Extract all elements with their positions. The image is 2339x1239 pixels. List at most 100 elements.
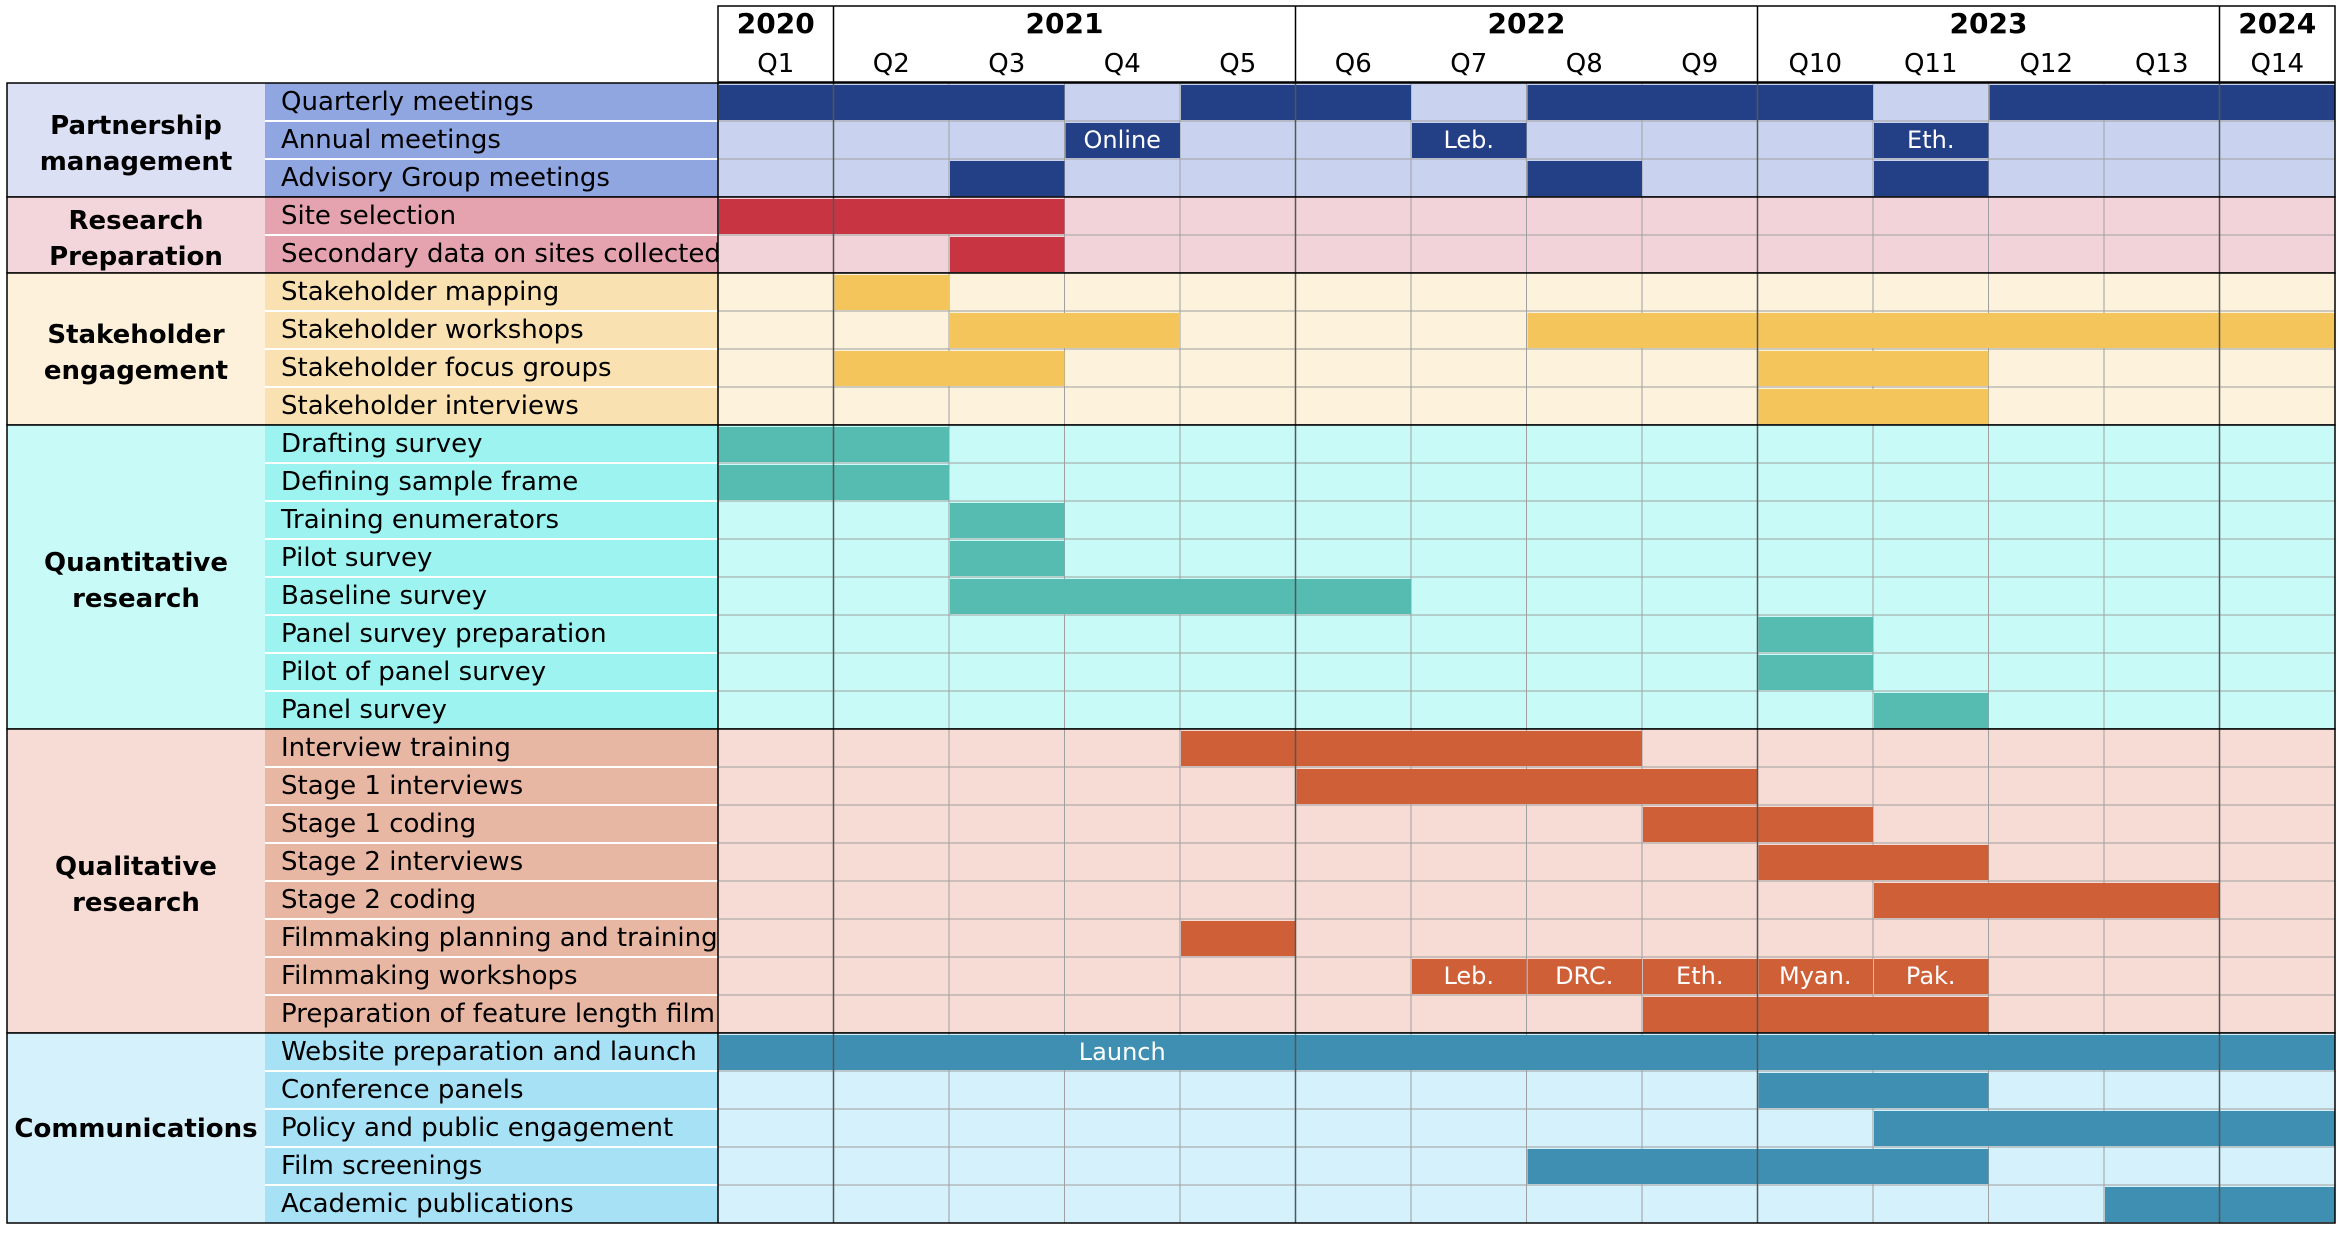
quarter-label: Q14 <box>2250 49 2304 79</box>
task-bar <box>950 313 1180 348</box>
quarter-label: Q4 <box>1104 49 1141 79</box>
task-bar <box>1758 845 1989 880</box>
task-label: Defining sample frame <box>281 467 578 497</box>
task-label: Academic publications <box>281 1189 574 1219</box>
task-bar <box>950 541 1065 576</box>
task-label: Filmmaking planning and training <box>281 923 718 953</box>
task-bar <box>834 351 1065 386</box>
task-bar <box>1874 693 1989 728</box>
task-bar <box>1065 123 1180 158</box>
task-bar <box>1874 1111 2335 1146</box>
bar-label: Online <box>1084 126 1161 154</box>
task-bar <box>1412 123 1527 158</box>
task-bar <box>1412 959 1527 994</box>
task-bar <box>1989 85 2335 120</box>
task-bar <box>719 199 1065 234</box>
task-label: Stakeholder workshops <box>281 315 584 345</box>
task-label: Interview training <box>281 733 511 763</box>
task-label: Quarterly meetings <box>281 87 534 117</box>
task-label: Secondary data on sites collected <box>281 239 721 269</box>
task-label: Stakeholder mapping <box>281 277 559 307</box>
task-label: Stakeholder interviews <box>281 391 579 421</box>
task-label: Training enumerators <box>280 505 559 535</box>
quarter-label: Q5 <box>1219 49 1256 79</box>
quarter-label: Q7 <box>1450 49 1487 79</box>
group-label-communications: Communications <box>14 1114 257 1144</box>
quarter-label: Q9 <box>1681 49 1718 79</box>
quarter-label: Q8 <box>1566 49 1603 79</box>
task-bar <box>1527 313 2335 348</box>
task-label: Panel survey preparation <box>281 619 607 649</box>
task-label: Stakeholder focus groups <box>281 353 612 383</box>
task-label: Drafting survey <box>281 429 483 459</box>
quarter-label: Q2 <box>873 49 910 79</box>
task-label: Preparation of feature length film <box>281 999 715 1029</box>
year-label: 2022 <box>1488 7 1566 40</box>
group-label-qualitative-research: Qualitative research <box>55 852 217 918</box>
group-research-preparation: Research Preparation Site selection Seconda… <box>6 196 2336 274</box>
quarter-label: Q12 <box>2019 49 2073 79</box>
task-label: Panel survey <box>281 695 447 725</box>
bar-label: Leb. <box>1443 126 1494 154</box>
task-label: Site selection <box>281 201 456 231</box>
task-bar <box>1527 161 1642 196</box>
group-stakeholder-engagement: Stakeholder engagement Stakeholder mapping… <box>6 272 2336 426</box>
task-bar <box>1643 997 1989 1032</box>
task-bar <box>1758 655 1873 690</box>
group-communications: Communications Website preparation and la… <box>6 1032 2336 1224</box>
quarter-label: Q10 <box>1788 49 1842 79</box>
task-label: Stage 1 interviews <box>281 771 523 801</box>
task-bar <box>1181 921 1296 956</box>
task-bar <box>1874 883 2220 918</box>
bar-label: Pak. <box>1906 962 1956 990</box>
task-label: Policy and public engagement <box>281 1113 673 1143</box>
bar-label: Eth. <box>1907 126 1954 154</box>
group-label-stakeholder-engagement: Stakeholder engagement <box>44 320 228 386</box>
task-label: Advisory Group meetings <box>281 163 610 193</box>
bar-label: Launch <box>1079 1038 1166 1066</box>
task-bar <box>719 1035 2335 1070</box>
group-label-research-preparation: Research Preparation <box>49 206 223 272</box>
task-bar <box>1874 959 1989 994</box>
task-label: Website preparation and launch <box>281 1037 697 1067</box>
task-label: Conference panels <box>281 1075 524 1105</box>
task-bar <box>1296 769 1758 804</box>
bar-label: DRC. <box>1555 962 1613 990</box>
task-bar <box>950 237 1065 272</box>
task-label: Annual meetings <box>281 125 501 155</box>
task-bar <box>719 85 1065 120</box>
task-bar <box>1758 959 1873 994</box>
quarter-label: Q11 <box>1904 49 1958 79</box>
task-label: Pilot of panel survey <box>281 657 546 687</box>
bar-label: Myan. <box>1779 962 1851 990</box>
year-label: 2020 <box>737 7 815 40</box>
year-label: 2021 <box>1026 7 1104 40</box>
task-label: Pilot survey <box>281 543 432 573</box>
task-label: Stage 1 coding <box>281 809 476 839</box>
year-label: 2024 <box>2238 7 2316 40</box>
task-bar <box>950 579 1411 614</box>
task-bar <box>950 503 1065 538</box>
task-bar <box>1181 731 1642 766</box>
task-bar <box>1758 351 1989 386</box>
quarter-label: Q13 <box>2135 49 2189 79</box>
task-bar <box>1874 161 1989 196</box>
task-bar <box>1758 1073 1989 1108</box>
group-quantitative-research: Quantitative research Drafting survey Defin… <box>6 424 2336 730</box>
task-bar <box>834 275 949 310</box>
group-label-quantitative-research: Quantitative research <box>44 548 228 614</box>
group-label-partnership-management: Partnership management <box>40 111 233 177</box>
year-label: 2023 <box>1950 7 2028 40</box>
task-label: Filmmaking workshops <box>281 961 578 991</box>
task-bar <box>1758 389 1989 424</box>
task-label: Film screenings <box>281 1151 482 1181</box>
quarter-label: Q3 <box>988 49 1025 79</box>
task-label: Stage 2 coding <box>281 885 476 915</box>
task-bar <box>1527 85 1873 120</box>
group-partnership-management: Partnership management Quarterly meetings A… <box>6 82 2336 198</box>
task-label: Baseline survey <box>281 581 487 611</box>
task-bar <box>1527 959 1642 994</box>
task-bar <box>1643 959 1758 994</box>
group-qualitative-research: Qualitative research Interview training Sta… <box>6 728 2336 1034</box>
